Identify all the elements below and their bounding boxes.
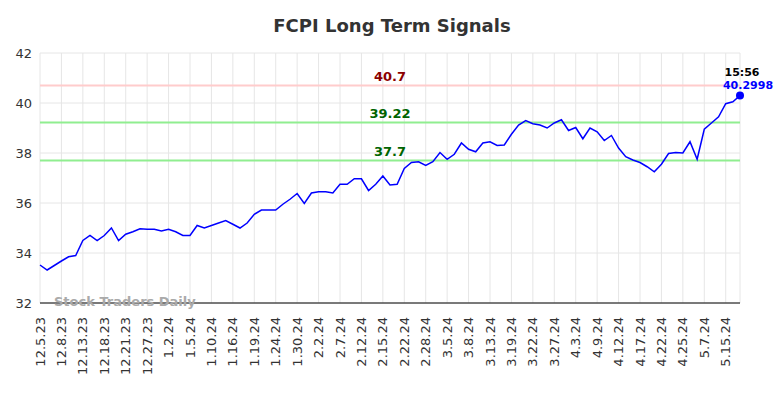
svg-text:1.2.24: 1.2.24: [161, 317, 176, 358]
svg-text:39.22: 39.22: [369, 106, 410, 121]
svg-text:5.15.24: 5.15.24: [718, 317, 733, 367]
svg-text:3.8.24: 3.8.24: [461, 317, 476, 358]
html-text:Stock Traders Daily: Stock Traders Daily: [54, 294, 196, 309]
svg-text:3.13.24: 3.13.24: [483, 317, 498, 367]
svg-text:4.22.24: 4.22.24: [654, 317, 669, 367]
svg-text:12.8.23: 12.8.23: [54, 317, 69, 367]
svg-text:1.16.24: 1.16.24: [225, 317, 240, 367]
svg-text:4.12.24: 4.12.24: [611, 317, 626, 367]
html-text:FCPI Long Term Signals: FCPI Long Term Signals: [273, 15, 511, 36]
svg-text:40.2998: 40.2998: [723, 79, 773, 92]
svg-text:4.17.24: 4.17.24: [633, 317, 648, 367]
svg-text:1.24.24: 1.24.24: [268, 317, 283, 367]
svg-text:1.5.24: 1.5.24: [183, 317, 198, 358]
svg-text:40: 40: [15, 96, 32, 111]
svg-text:1.30.24: 1.30.24: [290, 317, 305, 367]
svg-text:38: 38: [15, 146, 32, 161]
svg-text:4.25.24: 4.25.24: [675, 317, 690, 367]
svg-text:2.12.24: 2.12.24: [354, 317, 369, 367]
svg-text:32: 32: [15, 296, 32, 311]
svg-text:37.7: 37.7: [374, 144, 406, 159]
svg-text:34: 34: [15, 246, 32, 261]
svg-text:12.13.23: 12.13.23: [75, 317, 90, 375]
svg-text:12.27.23: 12.27.23: [140, 317, 155, 375]
svg-text:4.9.24: 4.9.24: [590, 317, 605, 358]
svg-text:3.19.24: 3.19.24: [504, 317, 519, 367]
svg-text:3.22.24: 3.22.24: [525, 317, 540, 367]
svg-text:12.21.23: 12.21.23: [118, 317, 133, 375]
svg-text:2.2.24: 2.2.24: [311, 317, 326, 358]
svg-text:12.5.23: 12.5.23: [33, 317, 48, 367]
svg-text:36: 36: [15, 196, 32, 211]
svg-text:1.19.24: 1.19.24: [247, 317, 262, 367]
svg-text:42: 42: [15, 46, 32, 61]
svg-text:2.22.24: 2.22.24: [397, 317, 412, 367]
svg-text:3.5.24: 3.5.24: [440, 317, 455, 358]
svg-text:3.27.24: 3.27.24: [547, 317, 562, 367]
svg-text:40.7: 40.7: [374, 69, 406, 84]
svg-text:5.7.24: 5.7.24: [697, 317, 712, 358]
svg-text:4.3.24: 4.3.24: [568, 317, 583, 358]
svg-text:1.10.24: 1.10.24: [204, 317, 219, 367]
svg-text:12.18.23: 12.18.23: [97, 317, 112, 375]
svg-text:2.7.24: 2.7.24: [333, 317, 348, 358]
svg-text:15:56: 15:56: [724, 66, 759, 79]
svg-text:2.15.24: 2.15.24: [375, 317, 390, 367]
svg-text:2.28.24: 2.28.24: [418, 317, 433, 367]
